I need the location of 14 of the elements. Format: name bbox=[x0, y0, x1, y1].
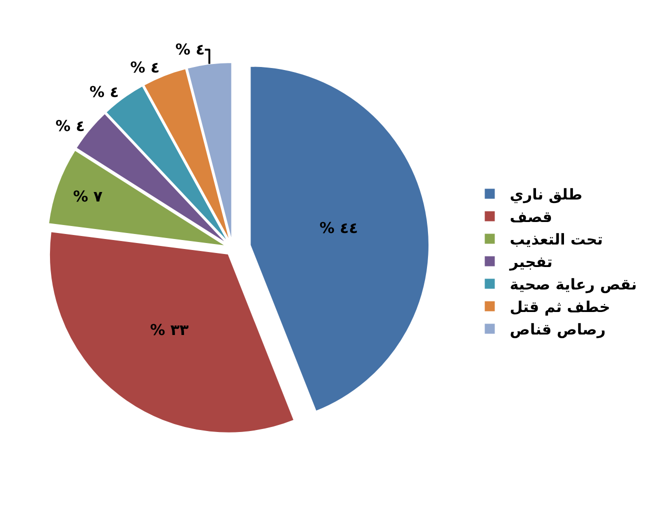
legend-label: نقص رعاية صحية bbox=[510, 276, 637, 294]
data-label: % ٤٤ bbox=[320, 219, 358, 238]
data-label: % ٤ bbox=[130, 58, 160, 77]
legend-label: تحت التعذيب bbox=[510, 230, 603, 249]
data-label: % ٧ bbox=[73, 187, 103, 206]
legend-label: طلق ناري bbox=[510, 186, 582, 204]
data-label: % ٤ bbox=[175, 40, 205, 59]
data-label: % ٤ bbox=[89, 83, 119, 102]
data-label: % ٤ bbox=[55, 117, 85, 136]
data-label: % ٣٣ bbox=[150, 320, 189, 339]
legend-label: تفجير bbox=[508, 253, 552, 272]
legend-label: رصاص قناص bbox=[510, 320, 606, 339]
legend-label: قصف bbox=[510, 208, 552, 226]
legend-label: خطف ثم قتل bbox=[510, 298, 610, 316]
